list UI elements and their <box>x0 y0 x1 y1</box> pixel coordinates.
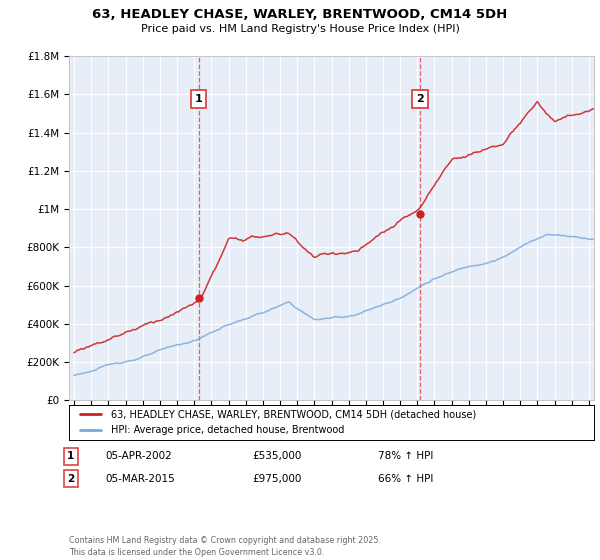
Text: 1: 1 <box>194 94 202 104</box>
Text: 1: 1 <box>67 451 74 461</box>
Text: 2: 2 <box>67 474 74 484</box>
Text: £975,000: £975,000 <box>252 474 301 484</box>
Text: Contains HM Land Registry data © Crown copyright and database right 2025.
This d: Contains HM Land Registry data © Crown c… <box>69 536 381 557</box>
Text: 05-APR-2002: 05-APR-2002 <box>105 451 172 461</box>
Text: 78% ↑ HPI: 78% ↑ HPI <box>378 451 433 461</box>
Text: 63, HEADLEY CHASE, WARLEY, BRENTWOOD, CM14 5DH (detached house): 63, HEADLEY CHASE, WARLEY, BRENTWOOD, CM… <box>111 409 476 419</box>
Text: HPI: Average price, detached house, Brentwood: HPI: Average price, detached house, Bren… <box>111 425 344 435</box>
Text: 66% ↑ HPI: 66% ↑ HPI <box>378 474 433 484</box>
Text: 63, HEADLEY CHASE, WARLEY, BRENTWOOD, CM14 5DH: 63, HEADLEY CHASE, WARLEY, BRENTWOOD, CM… <box>92 8 508 21</box>
Text: 2: 2 <box>416 94 424 104</box>
Text: Price paid vs. HM Land Registry's House Price Index (HPI): Price paid vs. HM Land Registry's House … <box>140 24 460 34</box>
Text: 05-MAR-2015: 05-MAR-2015 <box>105 474 175 484</box>
Text: £535,000: £535,000 <box>252 451 301 461</box>
